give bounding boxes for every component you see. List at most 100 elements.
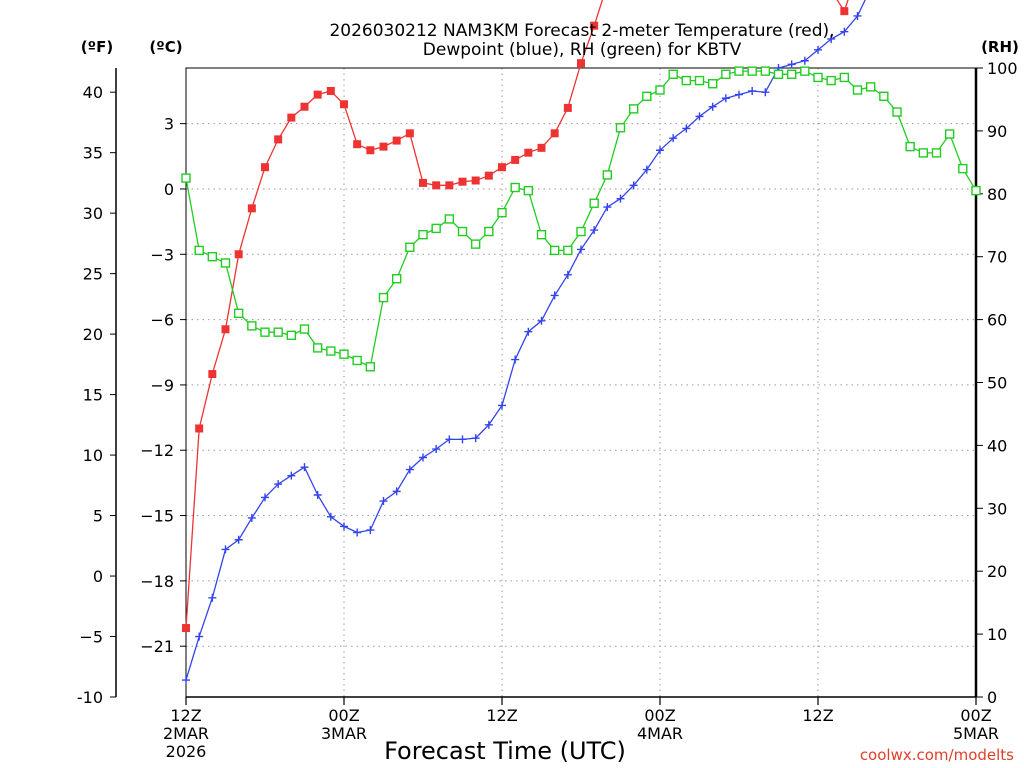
data-point <box>590 226 599 235</box>
data-point <box>931 148 942 158</box>
data-point <box>340 100 348 109</box>
data-point <box>628 104 639 114</box>
data-point <box>182 676 190 685</box>
c-tick-label: 0 <box>164 180 174 199</box>
data-point <box>524 327 533 336</box>
data-point <box>734 66 744 76</box>
f-tick-label: 40 <box>83 83 103 102</box>
data-point <box>247 513 256 522</box>
data-point <box>669 134 678 143</box>
data-point <box>944 129 955 139</box>
data-point <box>603 203 612 212</box>
time-tick-label: 3MAR <box>321 724 367 743</box>
data-point <box>616 194 625 203</box>
rh-tick-label: 70 <box>987 248 1007 267</box>
data-point <box>918 148 929 158</box>
data-point <box>747 66 757 76</box>
data-point <box>195 424 204 433</box>
data-point <box>497 207 507 218</box>
data-point <box>629 181 638 190</box>
data-point <box>261 493 269 502</box>
data-point <box>221 325 230 334</box>
rh-tick-label: 60 <box>987 311 1007 330</box>
series-rh <box>181 66 981 372</box>
data-point <box>353 140 362 149</box>
data-point <box>208 593 217 602</box>
data-point <box>786 69 797 79</box>
data-point <box>787 60 796 69</box>
grid <box>186 68 976 697</box>
data-point <box>655 85 665 95</box>
rh-tick-label: 80 <box>987 185 1007 204</box>
data-point <box>563 245 573 256</box>
data-point <box>537 316 546 325</box>
series-2-meter-temperature <box>182 0 849 633</box>
time-tick-label: 00Z <box>960 706 991 725</box>
data-point <box>800 56 809 65</box>
c-tick-label: −3 <box>150 245 174 264</box>
data-point <box>405 242 415 252</box>
rh-tick-label: 10 <box>987 625 1007 644</box>
data-point <box>220 258 231 268</box>
celsius-unit-label: (ºC) <box>149 38 182 56</box>
data-point <box>234 535 243 544</box>
data-point <box>826 75 836 86</box>
data-point <box>563 270 572 279</box>
f-tick-label: 25 <box>83 265 103 284</box>
data-point <box>813 72 823 83</box>
chart-title-line1: 2026030212 NAM3KM Forecast 2-meter Tempe… <box>329 21 834 41</box>
data-point <box>682 124 691 133</box>
data-point <box>274 480 283 489</box>
data-point <box>233 308 244 319</box>
time-tick-label: 00Z <box>328 706 359 725</box>
c-tick-label: −21 <box>140 637 174 656</box>
data-point <box>721 69 731 79</box>
time-tick-label: 2MAR <box>163 724 209 743</box>
data-point <box>432 181 441 190</box>
data-point <box>576 226 586 237</box>
data-point <box>905 141 915 152</box>
c-tick-label: 3 <box>164 115 174 134</box>
data-point <box>853 11 862 20</box>
time-tick-label: 12Z <box>170 706 201 725</box>
x-axis-title: Forecast Time (UTC) <box>384 737 626 765</box>
rh-tick-label: 30 <box>987 499 1007 518</box>
data-point <box>445 435 454 444</box>
f-tick-label: 20 <box>83 325 103 344</box>
f-tick-label: -10 <box>77 688 103 707</box>
data-point <box>590 21 599 30</box>
data-point <box>419 178 427 187</box>
data-point <box>471 176 480 185</box>
time-tick-label: 4MAR <box>637 724 683 743</box>
data-point <box>642 91 652 102</box>
data-point <box>234 250 243 259</box>
data-point <box>524 148 533 157</box>
rh-tick-label: 0 <box>987 688 997 707</box>
rh-axis: 0 10 20 30 40 50 60 70 80 90 100 <box>976 59 1018 707</box>
f-tick-label: 30 <box>83 204 103 223</box>
data-point <box>313 90 322 99</box>
time-tick-label: 2026 <box>166 742 207 761</box>
data-point <box>418 229 428 240</box>
data-point <box>326 86 335 95</box>
data-point <box>840 7 849 16</box>
data-point <box>378 292 389 303</box>
data-point <box>761 88 770 97</box>
c-tick-label: −18 <box>140 572 174 591</box>
f-tick-label: 35 <box>83 144 103 163</box>
time-tick-label: 5MAR <box>953 724 999 743</box>
data-point <box>656 146 664 155</box>
data-point <box>405 465 414 474</box>
data-point <box>536 229 547 240</box>
data-point <box>366 526 375 535</box>
data-point <box>182 624 190 633</box>
data-point <box>340 522 348 531</box>
data-point <box>471 434 480 443</box>
data-point <box>419 453 427 462</box>
time-tick-label: 12Z <box>802 706 833 725</box>
data-point <box>392 136 401 145</box>
data-point <box>221 545 230 554</box>
series-line <box>185 70 977 368</box>
f-tick-label: 0 <box>93 567 103 586</box>
